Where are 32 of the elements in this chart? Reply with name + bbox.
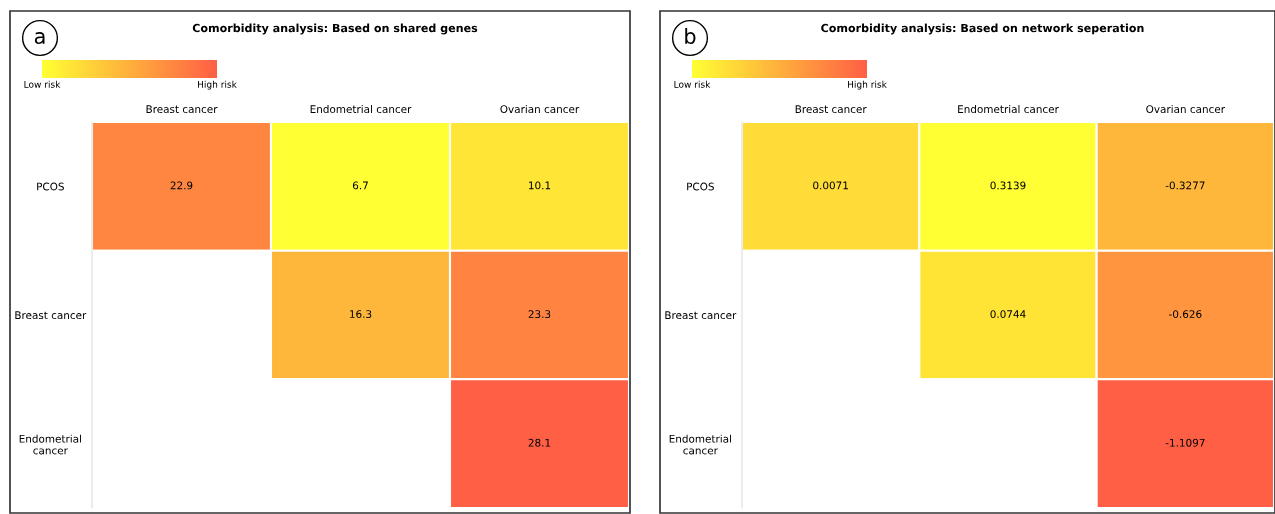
color-bar-label: Low risk: [24, 80, 61, 88]
color-bar-label: Low risk: [674, 80, 711, 88]
y-tick-label: PCOS: [37, 182, 64, 191]
data-label: 6.7: [352, 181, 368, 190]
data-label: 22.9: [170, 181, 193, 190]
x-tick-label: Breast cancer: [146, 105, 218, 114]
data-label: 28.1: [528, 438, 551, 447]
data-label: 10.1: [529, 181, 551, 190]
y-tick-label: Endometrial cancer: [669, 434, 731, 455]
data-label: -0.3277: [1165, 181, 1205, 190]
data-label: 23.3: [528, 310, 551, 319]
text: b: [685, 27, 696, 45]
color-bar-label: High risk: [198, 80, 237, 90]
y-tick-label: Breast cancer: [15, 311, 87, 320]
data-label: 0.0744: [990, 310, 1026, 319]
x-tick-label: Breast cancer: [795, 105, 867, 114]
color-bar-label: High risk: [848, 80, 887, 90]
x-tick-label: Ovarian cancer: [1146, 104, 1226, 114]
chart-title: Comorbidity analysis: Based on shared genes: [192, 23, 478, 35]
y-tick-label: Endometrial cancer: [19, 434, 81, 455]
data-label: 0.3139: [990, 181, 1026, 190]
x-tick-label: Ovarian cancer: [500, 104, 580, 114]
y-tick-label: PCOS: [687, 182, 714, 191]
text: a: [34, 32, 45, 45]
data-label: 0.0071: [813, 181, 848, 190]
chart-title: Comorbidity analysis: Based on network seperation: [821, 23, 1144, 35]
data-label: -1.1097: [1165, 438, 1205, 447]
data-label: -0.626: [1169, 310, 1202, 319]
x-tick-label: Endometrial cancer: [310, 104, 412, 114]
x-tick-label: Endometrial cancer: [958, 104, 1059, 114]
y-tick-label: Breast cancer: [665, 311, 737, 320]
data-label: 16.3: [350, 310, 372, 319]
